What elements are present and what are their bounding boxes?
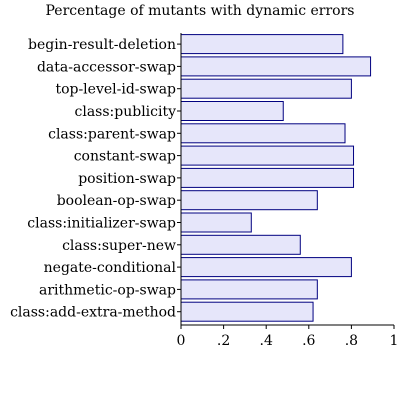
y-tick-label: top-level-id-swap bbox=[55, 82, 176, 98]
y-tick-label: data-accessor-swap bbox=[37, 59, 176, 75]
chart-title: Percentage of mutants with dynamic error… bbox=[46, 3, 355, 19]
bar bbox=[180, 145, 355, 166]
y-tick-label: class:super-new bbox=[62, 238, 176, 254]
bar bbox=[180, 301, 314, 322]
bar bbox=[180, 56, 372, 77]
x-tick-label: 0 bbox=[177, 333, 186, 349]
bar bbox=[180, 101, 284, 121]
y-tick-label: class:parent-swap bbox=[48, 126, 176, 142]
y-tick-label: constant-swap bbox=[74, 149, 176, 165]
y-tick-label: boolean-op-swap bbox=[57, 193, 176, 209]
bar bbox=[180, 34, 344, 55]
x-axis: 0 .2 .4 .6 .8 1 bbox=[177, 324, 399, 349]
bar bbox=[180, 234, 301, 255]
bar bbox=[180, 257, 352, 278]
bar bbox=[180, 78, 352, 99]
bar bbox=[180, 212, 252, 233]
y-tick-label: class:add-extra-method bbox=[10, 305, 176, 321]
y-tick-label: class:publicity bbox=[75, 104, 177, 120]
y-tick-label: position-swap bbox=[78, 171, 176, 187]
y-tick-label: negate-conditional bbox=[44, 260, 177, 276]
y-tick-label: arithmetic-op-swap bbox=[39, 282, 176, 298]
bars-group bbox=[180, 34, 372, 322]
x-tick-label: .4 bbox=[260, 333, 273, 349]
x-tick-label: .8 bbox=[345, 333, 358, 349]
y-tick-label: class:initializer-swap bbox=[27, 216, 176, 232]
bar bbox=[180, 190, 318, 211]
y-axis: begin-result-deletion data-accessor-swap t… bbox=[10, 33, 182, 325]
x-tick-label: .2 bbox=[217, 333, 230, 349]
bar bbox=[180, 123, 346, 144]
bar bbox=[180, 279, 318, 300]
x-tick-label: .6 bbox=[302, 333, 315, 349]
y-tick-label: begin-result-deletion bbox=[28, 37, 176, 53]
x-tick-label: 1 bbox=[390, 333, 399, 349]
bar bbox=[180, 167, 355, 188]
